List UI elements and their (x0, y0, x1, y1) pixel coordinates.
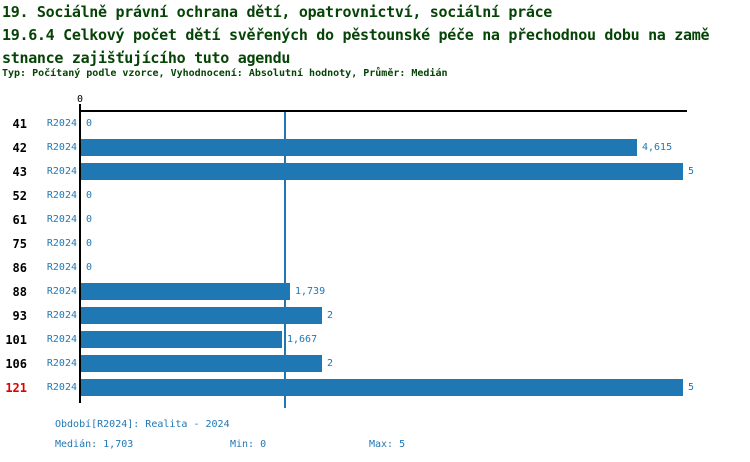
bar-value-label: 0 (86, 190, 93, 201)
chart-meta-line: Typ: Počítaný podle vzorce, Vyhodnocení:… (2, 68, 448, 79)
row-period-label: R2024 (46, 334, 77, 345)
row-period-label: R2024 (46, 214, 77, 225)
row-period-label: R2024 (46, 238, 77, 249)
row-category-label-highlighted: 121 (5, 381, 27, 395)
value-bar (81, 283, 290, 300)
row-category-label: 43 (12, 165, 27, 179)
median-line (284, 111, 286, 408)
chart-row: 42 R2024 4,615 (0, 136, 750, 160)
row-category-label: 41 (12, 117, 27, 131)
footer-median: Medián: 1,703 (55, 439, 134, 450)
row-period-label: R2024 (46, 358, 77, 369)
row-period-label: R2024 (46, 310, 77, 321)
bar-value-label: 1,667 (287, 334, 318, 345)
value-bar (81, 355, 322, 372)
row-category-label: 101 (5, 333, 27, 347)
footer-max: Max: 5 (369, 439, 406, 450)
row-period-label: R2024 (46, 286, 77, 297)
row-category-label: 52 (12, 189, 27, 203)
row-period-label: R2024 (46, 142, 77, 153)
x-axis-line (79, 110, 687, 112)
row-category-label: 93 (12, 309, 27, 323)
chart-row: 41 R2024 0 (0, 112, 750, 136)
chart-row: 75 R2024 0 (0, 232, 750, 256)
title-line-2: 19.6.4 Celkový počet dětí svěřených do p… (2, 26, 710, 44)
bar-value-label: 1,739 (295, 286, 326, 297)
value-bar (81, 163, 683, 180)
chart-row: 86 R2024 0 (0, 256, 750, 280)
row-period-label: R2024 (46, 190, 77, 201)
bar-value-label: 2 (327, 310, 334, 321)
row-category-label: 86 (12, 261, 27, 275)
chart-row: 52 R2024 0 (0, 184, 750, 208)
chart-row: 88 R2024 1,739 (0, 280, 750, 304)
bar-value-label: 0 (86, 262, 93, 273)
bar-value-label: 2 (327, 358, 334, 369)
footer-period-info: Období[R2024]: Realita - 2024 (55, 419, 230, 430)
chart-row: 121 R2024 5 (0, 376, 750, 400)
chart-row: 43 R2024 5 (0, 160, 750, 184)
bar-value-label: 5 (688, 382, 695, 393)
row-category-label: 88 (12, 285, 27, 299)
row-period-label: R2024 (46, 262, 77, 273)
value-bar (81, 379, 683, 396)
row-category-label: 106 (5, 357, 27, 371)
row-category-label: 61 (12, 213, 27, 227)
bar-value-label: 4,615 (642, 142, 673, 153)
title-line-1: 19. Sociálně právní ochrana dětí, opatro… (2, 3, 553, 21)
value-bar (81, 331, 282, 348)
row-period-label: R2024 (46, 118, 77, 129)
row-category-label: 75 (12, 237, 27, 251)
bar-value-label: 0 (86, 118, 93, 129)
value-bar (81, 139, 637, 156)
chart-row: 61 R2024 0 (0, 208, 750, 232)
chart-row: 106 R2024 2 (0, 352, 750, 376)
value-bar (81, 307, 322, 324)
bar-value-label: 0 (86, 238, 93, 249)
footer-min: Min: 0 (230, 439, 267, 450)
chart-row: 93 R2024 2 (0, 304, 750, 328)
row-category-label: 42 (12, 141, 27, 155)
bar-value-label: 0 (86, 214, 93, 225)
row-period-label: R2024 (46, 166, 77, 177)
row-period-label: R2024 (46, 382, 77, 393)
x-axis-origin-tick (79, 104, 81, 111)
chart-row: 101 R2024 1,667 (0, 328, 750, 352)
x-axis-origin-tick-label: 0 (77, 94, 84, 105)
title-line-3: stnance zajišťujícího tuto agendu (2, 49, 291, 67)
y-axis-line (79, 110, 81, 403)
bar-value-label: 5 (688, 166, 695, 177)
